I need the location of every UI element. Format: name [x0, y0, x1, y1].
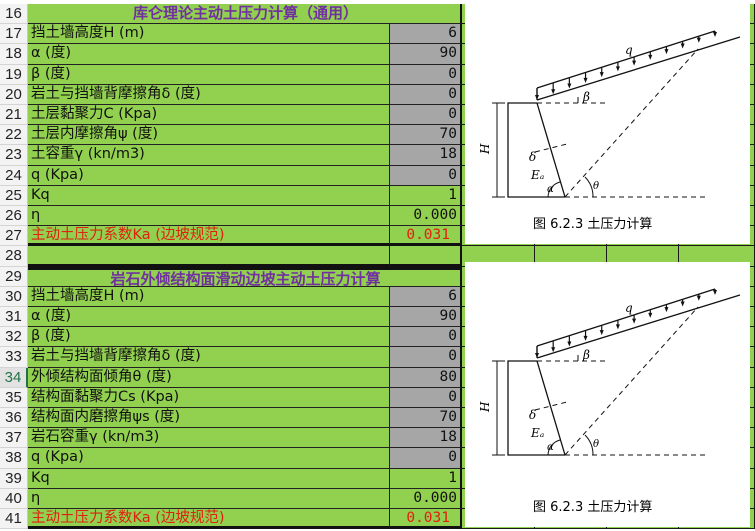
label-cell[interactable]: 岩土与挡墙背摩擦角δ (度): [28, 347, 390, 368]
label-cell[interactable]: 岩土与挡墙背摩擦角δ (度): [28, 84, 390, 105]
row-header[interactable]: 18: [0, 44, 28, 65]
label-cell[interactable]: 结构面黏聚力Cs (Kpa): [28, 387, 390, 408]
label-cell[interactable]: Kq: [28, 468, 390, 489]
label-cell[interactable]: 土容重γ (kn/m3): [28, 145, 390, 166]
label-alpha: α: [547, 184, 554, 195]
label-cell[interactable]: α (度): [28, 44, 390, 65]
input-value-cell[interactable]: 90: [390, 44, 462, 65]
label-theta: θ: [593, 181, 599, 192]
label-delta: δ: [529, 408, 536, 422]
earth-pressure-diagram-1: q β H δ Eₐ α θ 图 6.2.3 土压力计算: [465, 4, 750, 244]
row-header[interactable]: 38: [0, 448, 28, 469]
label-Ea: Eₐ: [530, 426, 544, 440]
row-header[interactable]: 30: [0, 286, 28, 307]
input-value-cell[interactable]: 0: [390, 347, 462, 368]
load-arrows-icon: [535, 289, 717, 358]
label-cell[interactable]: 结构面内磨擦角ψs (度): [28, 408, 390, 429]
computed-value-cell[interactable]: 0.031: [390, 509, 462, 530]
label-cell[interactable]: q (Kpa): [28, 165, 390, 186]
computed-value-cell[interactable]: 1: [390, 468, 462, 489]
row-header[interactable]: 24: [0, 165, 28, 186]
load-arrows-icon: [535, 31, 717, 100]
input-value-cell[interactable]: 80: [390, 367, 462, 388]
label-cell[interactable]: 主动土压力系数Ka (边坡规范): [28, 509, 390, 530]
sheet-row-28: 28: [0, 246, 755, 267]
label-cell[interactable]: 土层黏聚力C (Kpa): [28, 105, 390, 126]
row-header[interactable]: 26: [0, 206, 28, 227]
row-header[interactable]: 28: [0, 246, 28, 267]
label-beta: β: [582, 90, 590, 104]
row-header[interactable]: 25: [0, 185, 28, 206]
row-header[interactable]: 32: [0, 327, 28, 348]
label-cell[interactable]: α (度): [28, 307, 390, 328]
label-cell[interactable]: 主动土压力系数Ka (边坡规范): [28, 226, 390, 247]
label-cell[interactable]: [28, 246, 390, 267]
label-Ea: Eₐ: [530, 168, 544, 182]
row-header[interactable]: 17: [0, 24, 28, 45]
row-header[interactable]: 39: [0, 468, 28, 489]
input-value-cell[interactable]: 0: [390, 448, 462, 469]
label-cell[interactable]: η: [28, 488, 390, 509]
figure-caption: 图 6.2.3 土压力计算: [533, 500, 652, 515]
label-q: q: [625, 301, 633, 315]
label-beta: β: [582, 348, 590, 362]
row-header[interactable]: 34: [0, 367, 28, 388]
row-header[interactable]: 23: [0, 145, 28, 166]
row-header[interactable]: 21: [0, 105, 28, 126]
section-title-cell[interactable]: 岩石外倾结构面滑动边坡主动土压力计算: [28, 266, 462, 287]
row-header[interactable]: 16: [0, 4, 28, 25]
input-value-cell[interactable]: 0: [390, 327, 462, 348]
input-value-cell[interactable]: 18: [390, 428, 462, 449]
computed-value-cell[interactable]: 0.031: [390, 226, 462, 247]
earth-pressure-diagram-2: q β H δ Eₐ α θ 图 6.2.3 土压力计算: [465, 262, 750, 527]
computed-value-cell[interactable]: 0.000: [390, 206, 462, 227]
row-header[interactable]: 20: [0, 84, 28, 105]
label-cell[interactable]: β (度): [28, 327, 390, 348]
input-value-cell[interactable]: 0: [390, 64, 462, 85]
label-alpha: α: [547, 442, 554, 453]
input-value-cell[interactable]: 70: [390, 125, 462, 146]
label-q: q: [625, 43, 633, 57]
label-cell[interactable]: β (度): [28, 64, 390, 85]
label-cell[interactable]: Kq: [28, 185, 390, 206]
input-value-cell[interactable]: 6: [390, 24, 462, 45]
label-theta: θ: [593, 439, 599, 450]
label-cell[interactable]: 岩石容重γ (kn/m3): [28, 428, 390, 449]
input-value-cell[interactable]: 0: [390, 165, 462, 186]
input-value-cell[interactable]: 18: [390, 145, 462, 166]
label-cell[interactable]: 外倾结构面倾角θ (度): [28, 367, 390, 388]
row-header[interactable]: 19: [0, 64, 28, 85]
label-cell[interactable]: 土层内摩擦角ψ (度): [28, 125, 390, 146]
row-header[interactable]: 29: [0, 266, 28, 287]
label-H: H: [478, 401, 492, 413]
input-value-cell[interactable]: 0: [390, 84, 462, 105]
computed-value-cell[interactable]: 1: [390, 185, 462, 206]
label-cell[interactable]: η: [28, 206, 390, 227]
row-header[interactable]: 33: [0, 347, 28, 368]
input-value-cell[interactable]: 0: [390, 105, 462, 126]
input-value-cell[interactable]: 6: [390, 286, 462, 307]
label-cell[interactable]: q (Kpa): [28, 448, 390, 469]
input-value-cell[interactable]: 0: [390, 387, 462, 408]
row-header[interactable]: 27: [0, 226, 28, 247]
input-value-cell[interactable]: 90: [390, 307, 462, 328]
row-header[interactable]: 22: [0, 125, 28, 146]
label-delta: δ: [529, 150, 536, 164]
figure-caption: 图 6.2.3 土压力计算: [533, 217, 652, 232]
computed-value-cell[interactable]: 0.000: [390, 488, 462, 509]
row-header[interactable]: 40: [0, 488, 28, 509]
label-H: H: [478, 143, 492, 155]
row-header[interactable]: 35: [0, 387, 28, 408]
row-header[interactable]: 41: [0, 509, 28, 530]
label-cell[interactable]: 挡土墙高度H (m): [28, 24, 390, 45]
row-header[interactable]: 37: [0, 428, 28, 449]
row-header[interactable]: 31: [0, 307, 28, 328]
input-value-cell[interactable]: 70: [390, 408, 462, 429]
computed-value-cell[interactable]: [390, 246, 462, 267]
label-cell[interactable]: 挡土墙高度H (m): [28, 286, 390, 307]
row-header[interactable]: 36: [0, 408, 28, 429]
section-title-cell[interactable]: 库仑理论主动土压力计算（通用）: [28, 4, 462, 25]
